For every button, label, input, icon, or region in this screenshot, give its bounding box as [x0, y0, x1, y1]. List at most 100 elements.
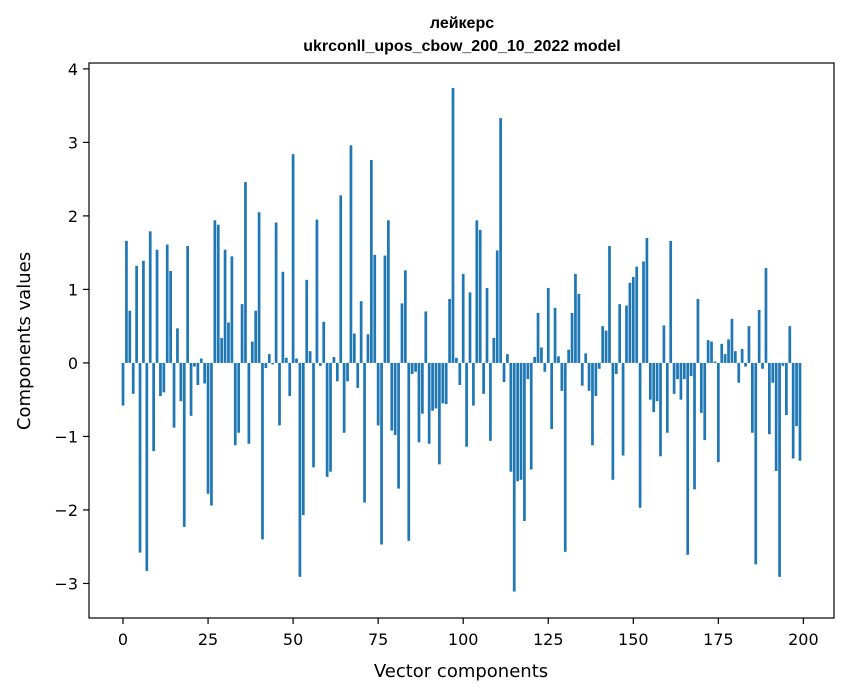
bar-153: [642, 261, 645, 363]
bar-127: [553, 307, 557, 363]
bar-185: [751, 362, 754, 433]
bar-44: [271, 362, 275, 365]
bar-198: [795, 362, 798, 427]
bar-38: [250, 341, 254, 363]
bar-175: [716, 362, 720, 463]
bar-61: [329, 362, 332, 472]
bar-186: [754, 362, 758, 565]
bar-96: [448, 298, 451, 363]
bar-39: [254, 310, 258, 363]
bar-184: [747, 326, 751, 363]
bar-141: [601, 326, 605, 363]
bar-135: [580, 362, 584, 386]
bar-132: [570, 312, 574, 363]
bar-76: [380, 362, 383, 545]
bar-168: [693, 362, 696, 490]
bar-67: [349, 145, 353, 363]
bar-36: [244, 182, 247, 363]
bar-137: [587, 362, 591, 391]
bar-85: [410, 362, 414, 374]
bar-95: [444, 362, 448, 405]
bar-56: [312, 362, 315, 468]
bar-113: [506, 354, 509, 363]
bar-191: [771, 362, 775, 383]
bar-111: [499, 118, 502, 363]
bar-176: [720, 343, 724, 363]
bar-133: [574, 273, 577, 363]
bar-54: [305, 279, 309, 363]
bar-167: [689, 362, 693, 377]
bar-19: [186, 246, 190, 363]
bar-160: [665, 362, 669, 433]
x-tick-label: 125: [533, 630, 564, 649]
bar-29: [220, 337, 224, 363]
bar-143: [608, 246, 611, 363]
bar-102: [468, 292, 472, 363]
bar-173: [710, 341, 713, 363]
bar-41: [261, 362, 264, 540]
bar-161: [669, 240, 673, 363]
bar-11: [159, 362, 162, 396]
bar-145: [614, 362, 618, 374]
bar-157: [655, 362, 659, 402]
chart-title-line-2: ukrconll_upos_cbow_200_10_2022 model: [303, 38, 620, 55]
bar-12: [162, 362, 166, 393]
bar-68: [352, 333, 356, 363]
bar-74: [373, 254, 377, 363]
bar-156: [652, 362, 656, 413]
bar-13: [165, 244, 169, 363]
bar-9: [152, 362, 155, 452]
bar-15: [172, 362, 176, 428]
bar-129: [560, 362, 564, 391]
x-tick-label: 50: [283, 630, 303, 649]
bar-126: [550, 362, 554, 430]
y-tick-label: 3: [68, 133, 78, 152]
bar-16: [176, 328, 179, 363]
plot-frame: [88, 62, 835, 619]
x-tick-label: 200: [788, 630, 819, 649]
bar-164: [679, 362, 683, 400]
y-tick-label: 0: [68, 354, 78, 373]
bar-70: [359, 301, 363, 363]
bar-20: [189, 362, 193, 416]
y-tick-label: 1: [68, 280, 78, 299]
bar-77: [383, 255, 387, 363]
bar-138: [591, 362, 594, 446]
bar-159: [662, 325, 666, 363]
bar-169: [696, 298, 700, 363]
bar-50: [291, 154, 295, 363]
x-axis-label: Vector components: [374, 661, 548, 682]
bar-104: [475, 220, 479, 363]
bar-69: [356, 362, 360, 388]
bar-139: [594, 362, 598, 396]
y-tick-label: −2: [54, 501, 78, 520]
bar-23: [199, 358, 203, 363]
bar-84: [407, 362, 411, 541]
y-tick-label: 2: [68, 207, 78, 226]
bar-128: [557, 356, 560, 363]
bar-66: [346, 362, 349, 382]
y-tick-label: −1: [54, 427, 78, 446]
bar-27: [213, 220, 217, 363]
bar-179: [730, 318, 734, 363]
x-axis-ticks: 0 25 50 75 100 125 150 175 200: [118, 618, 819, 649]
bar-52: [298, 362, 302, 577]
bar-25: [206, 362, 210, 494]
bar-162: [672, 362, 676, 394]
bar-6: [142, 260, 145, 363]
bar-106: [482, 362, 485, 394]
bar-32: [230, 256, 234, 363]
bar-83: [404, 270, 407, 363]
bar-165: [682, 362, 686, 380]
bar-107: [485, 287, 489, 363]
bar-75: [376, 362, 380, 426]
bar-197: [791, 362, 795, 459]
bar-55: [308, 351, 312, 363]
bar-180: [733, 351, 737, 363]
bar-172: [706, 340, 710, 363]
y-tick-label: 4: [68, 60, 78, 79]
bar-72: [366, 334, 370, 363]
bar-10: [155, 249, 159, 363]
bar-101: [465, 362, 468, 447]
